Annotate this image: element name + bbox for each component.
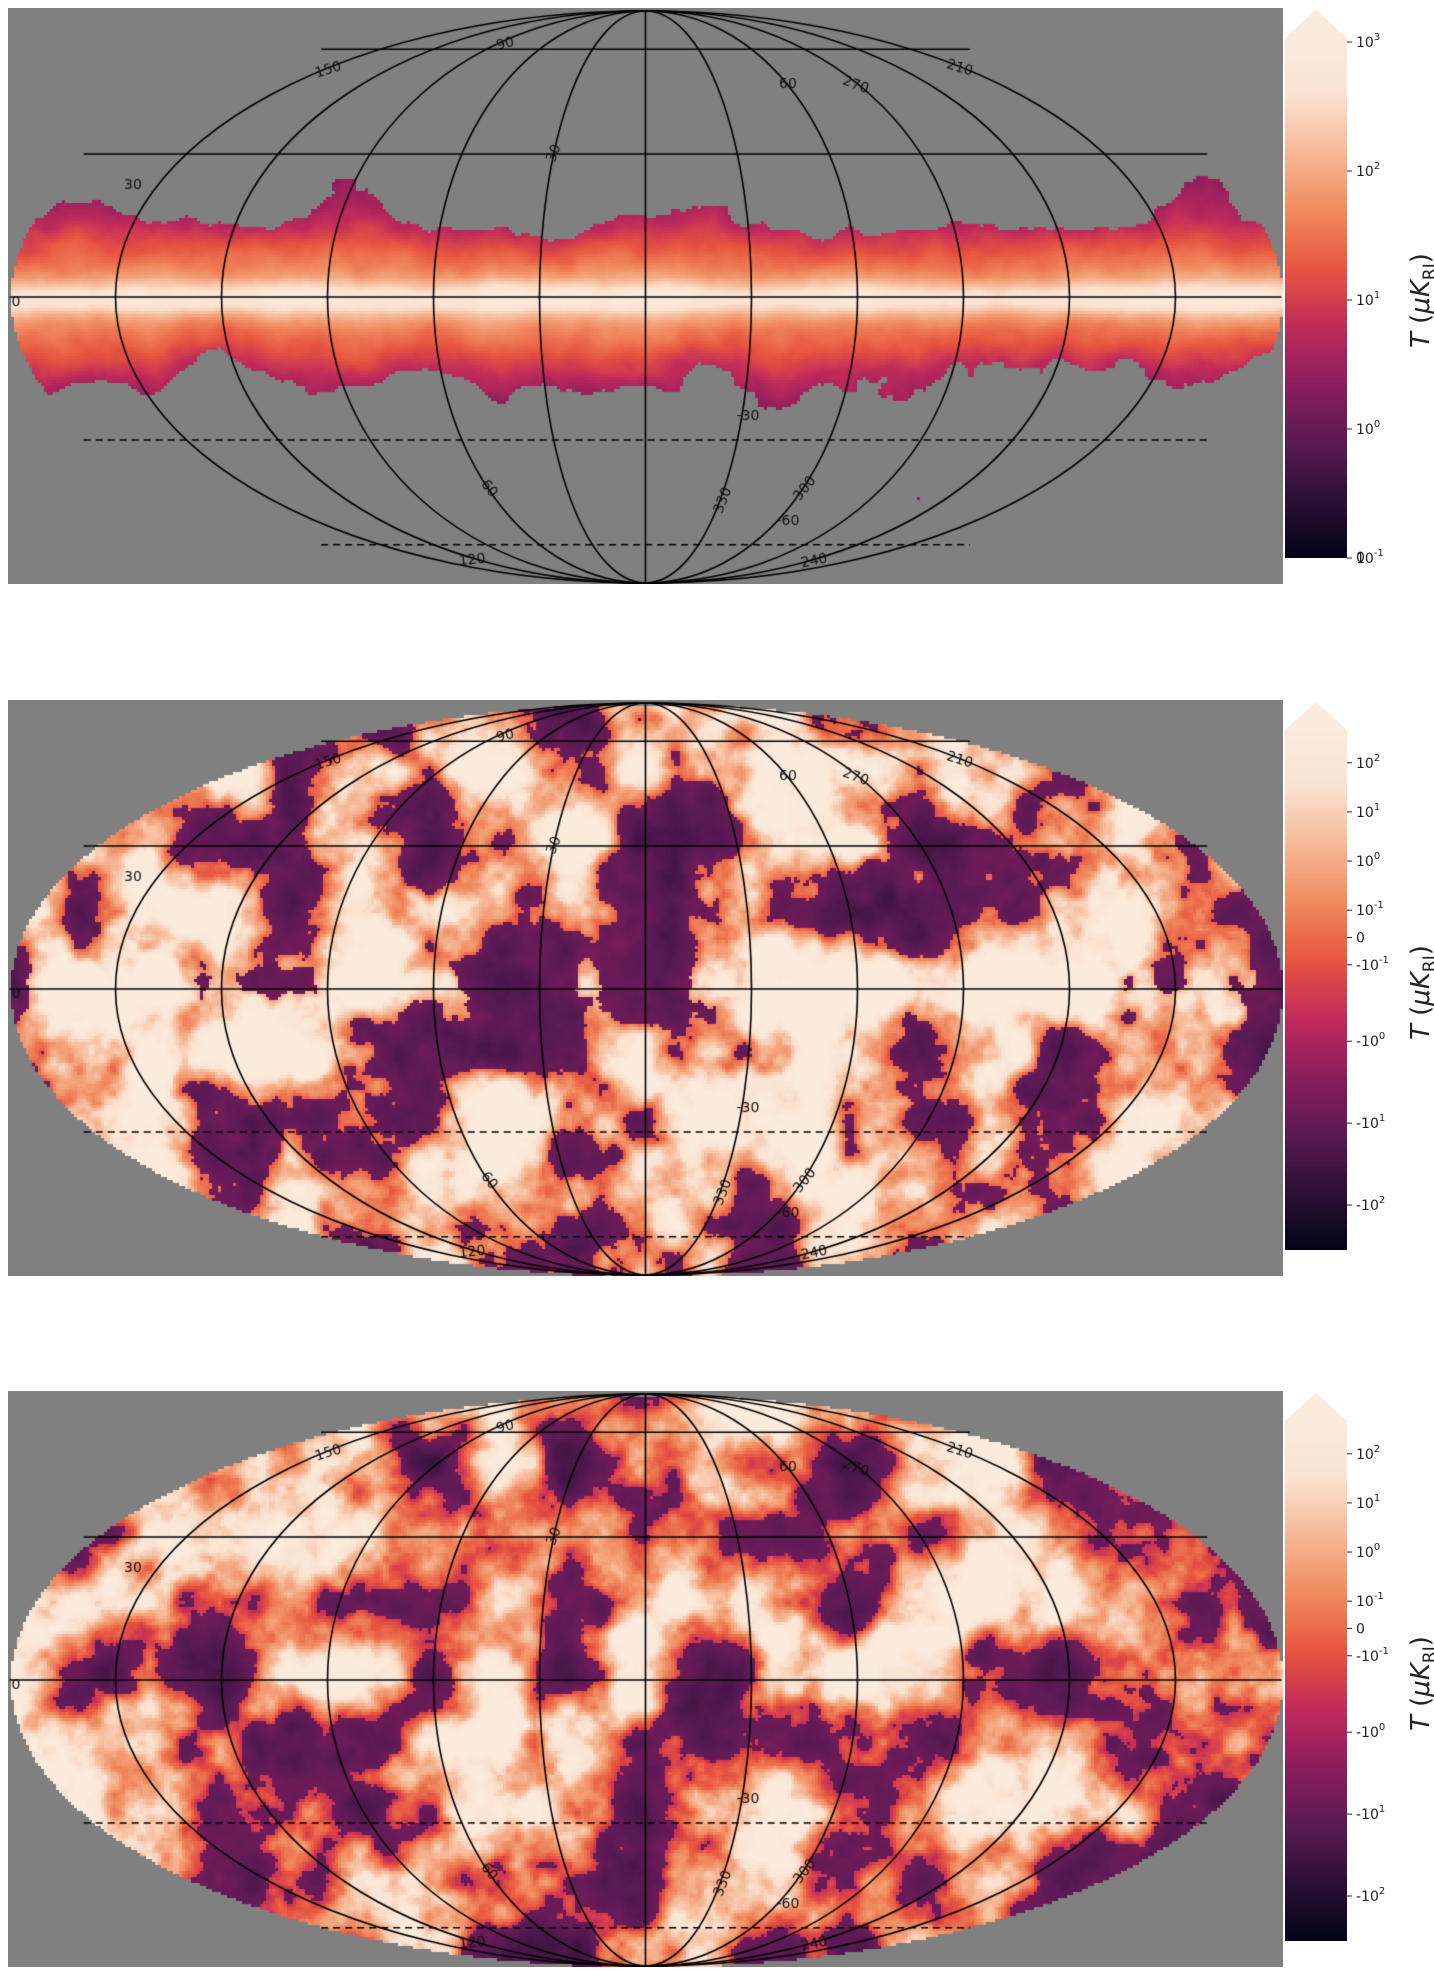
colorbar-tick-label: -101 xyxy=(1356,1113,1385,1132)
colorbar-extra-label: 0 xyxy=(1356,550,1365,566)
colorbar-tick-label: 10-1 xyxy=(1356,548,1384,567)
map-panel-1: 103 102 101 100 10-1 0 T (μKRJ) xyxy=(0,8,1434,588)
colorbar-tick-label: -100 xyxy=(1356,1722,1385,1741)
map-panel-3: 102 101 100 10-1 0 -10-1 -100 -101 -102 T (μKRJ) xyxy=(0,1391,1434,1971)
colorbar-extend-arrow xyxy=(1285,702,1347,730)
colorbar-tick-label: 100 xyxy=(1356,851,1380,870)
colorbar-svg-3: 102 101 100 10-1 0 -10-1 -100 -101 -102 xyxy=(1285,1393,1389,1941)
colorbar-tick-label: -101 xyxy=(1356,1804,1385,1823)
colorbar-tick-label: -102 xyxy=(1356,1195,1385,1214)
colorbar-svg-1: 103 102 101 100 10-10 xyxy=(1285,10,1384,567)
map-panel-2: 102 101 100 10-1 0 -10-1 -100 -101 -102 T (μKRJ) xyxy=(0,700,1434,1280)
colorbar-extend-arrow xyxy=(1285,10,1347,38)
colorbar-tick-label: 0 xyxy=(1356,930,1365,946)
colorbar-tick-label: -100 xyxy=(1356,1031,1385,1050)
colorbar-tick-label: 10-1 xyxy=(1356,1591,1384,1610)
mollweide-map-2 xyxy=(8,700,1283,1276)
colorbar-tick-label: 101 xyxy=(1356,290,1380,309)
colorbar-gradient xyxy=(1285,1421,1347,1941)
colorbar-tick-label: 102 xyxy=(1356,161,1380,180)
colorbar-tick-label: 0 xyxy=(1356,1621,1365,1637)
colorbar-gradient xyxy=(1285,730,1347,1250)
mollweide-map-1 xyxy=(8,8,1283,584)
colorbar-label-2: T (μKRJ) xyxy=(1406,945,1434,1040)
colorbar-tick-label: 101 xyxy=(1356,1493,1380,1512)
colorbar-tick-label: 102 xyxy=(1356,1444,1380,1463)
colorbar-label-3: T (μKRJ) xyxy=(1406,1636,1434,1731)
colorbar-label-1: T (μKRJ) xyxy=(1406,253,1434,348)
colorbar-tick-label: 103 xyxy=(1356,32,1380,51)
colorbar-gradient xyxy=(1285,38,1347,558)
colorbar-1: 103 102 101 100 10-1 0 T (μKRJ) xyxy=(1283,8,1434,588)
colorbar-tick-label: -10-1 xyxy=(1356,955,1389,974)
colorbar-tick-label: 100 xyxy=(1356,1542,1380,1561)
colorbar-tick-label: 101 xyxy=(1356,802,1380,821)
colorbar-tick-label: 102 xyxy=(1356,753,1380,772)
colorbar-extend-arrow xyxy=(1285,1393,1347,1421)
colorbar-tick-label: 10-1 xyxy=(1356,900,1384,919)
colorbar-3: 102 101 100 10-1 0 -10-1 -100 -101 -102 T (μKRJ) xyxy=(1283,1391,1434,1971)
colorbar-svg-2: 102 101 100 10-1 0 -10-1 -100 -101 -102 xyxy=(1285,702,1389,1250)
colorbar-tick-label: 100 xyxy=(1356,419,1380,438)
colorbar-2: 102 101 100 10-1 0 -10-1 -100 -101 -102 T (μKRJ) xyxy=(1283,700,1434,1280)
colorbar-tick-label: -10-1 xyxy=(1356,1646,1389,1665)
colorbar-tick-label: -102 xyxy=(1356,1886,1385,1905)
mollweide-map-3 xyxy=(8,1391,1283,1967)
